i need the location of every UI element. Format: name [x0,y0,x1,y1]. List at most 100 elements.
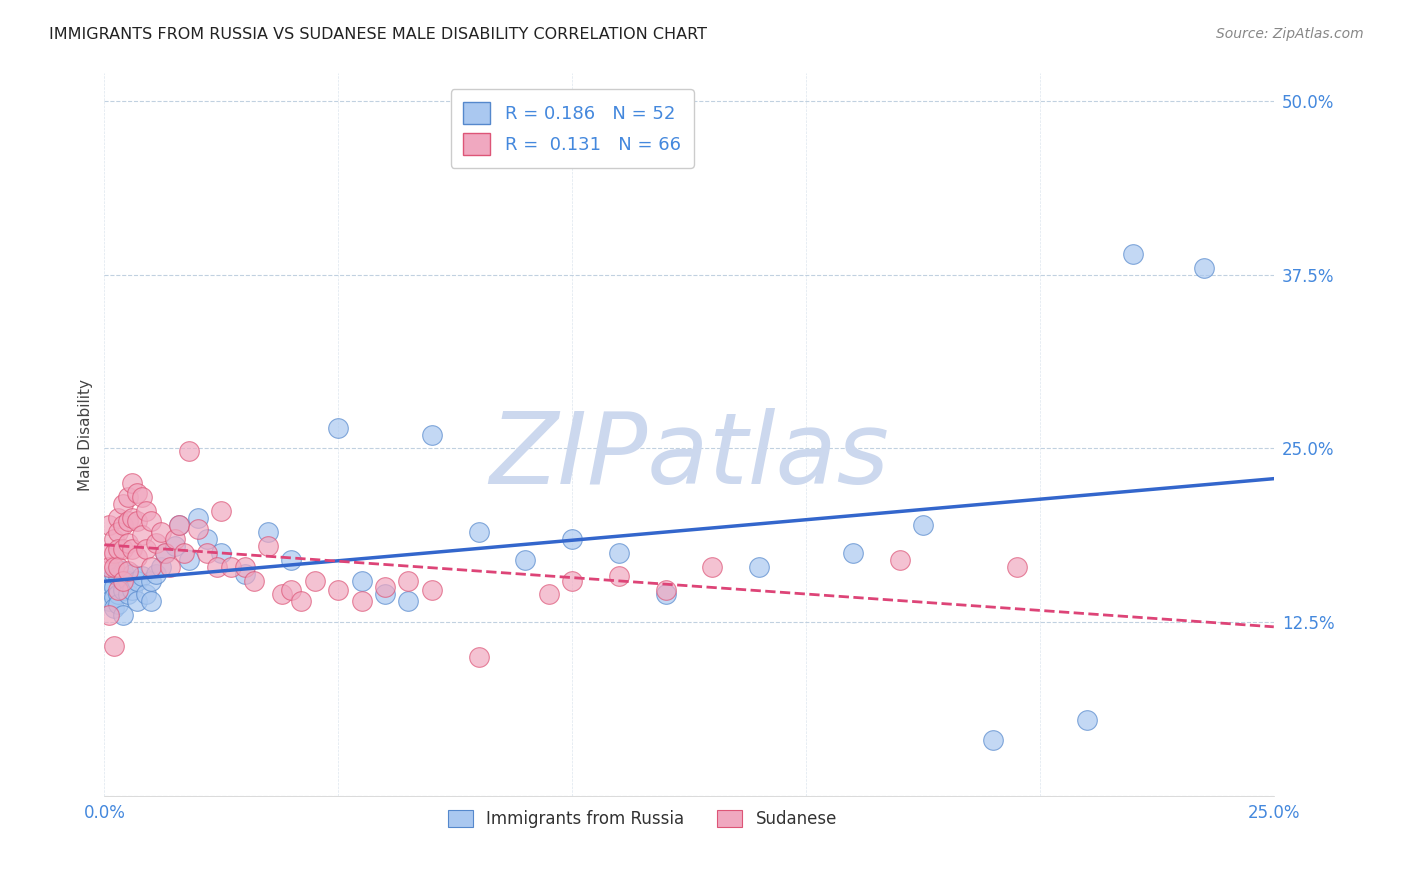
Point [107,541,129,556]
Point [121,476,143,491]
Point [127,514,149,528]
Point [981,733,1004,747]
Point [167,517,190,532]
Point [607,546,630,560]
Point [328,583,350,598]
Point [209,546,232,560]
Point [127,574,149,588]
Point [117,564,139,578]
Point [177,552,200,566]
Point [209,504,232,518]
Point [219,559,242,574]
Legend: Immigrants from Russia, Sudanese: Immigrants from Russia, Sudanese [441,804,844,835]
Point [911,517,934,532]
Point [117,587,139,601]
Point [467,524,489,539]
Point [135,587,157,601]
Point [290,594,312,608]
Point [420,427,443,442]
Point [145,566,167,581]
Point [131,527,153,541]
Point [159,559,181,574]
Point [396,574,419,588]
Point [654,587,676,601]
Point [195,546,218,560]
Point [163,539,186,553]
Point [107,511,129,525]
Point [280,552,302,566]
Point [103,546,125,560]
Point [141,574,163,588]
Point [145,536,167,550]
Point [396,594,419,608]
Point [149,559,172,574]
Point [121,511,143,525]
Point [112,517,135,532]
Point [304,574,326,588]
Y-axis label: Male Disability: Male Disability [79,378,93,491]
Point [515,552,537,566]
Point [98,594,121,608]
Point [1192,260,1215,275]
Point [233,559,256,574]
Point [141,559,163,574]
Point [149,524,172,539]
Point [135,504,157,518]
Point [561,532,583,546]
Point [328,420,350,434]
Point [112,497,135,511]
Point [271,587,294,601]
Point [98,517,121,532]
Point [107,524,129,539]
Point [177,444,200,458]
Point [141,514,163,528]
Point [112,564,135,578]
Point [103,532,125,546]
Point [654,583,676,598]
Point [112,541,135,556]
Point [187,522,209,536]
Point [350,594,373,608]
Point [257,539,280,553]
Point [537,587,560,601]
Point [107,583,129,598]
Point [420,583,443,598]
Point [131,490,153,504]
Point [243,574,266,588]
Point [117,490,139,504]
Point [195,532,218,546]
Point [121,583,143,598]
Point [103,601,125,615]
Text: Source: ZipAtlas.com: Source: ZipAtlas.com [1216,27,1364,41]
Point [350,574,373,588]
Point [467,650,489,665]
Point [112,583,135,598]
Point [127,549,149,564]
Point [98,583,121,598]
Point [98,546,121,560]
Point [127,486,149,500]
Point [205,559,228,574]
Point [112,608,135,623]
Point [107,559,129,574]
Point [153,546,176,560]
Point [98,608,121,623]
Point [121,566,143,581]
Point [107,569,129,583]
Point [1005,559,1028,574]
Point [103,581,125,595]
Point [1122,246,1144,260]
Point [103,566,125,581]
Point [153,546,176,560]
Text: IMMIGRANTS FROM RUSSIA VS SUDANESE MALE DISABILITY CORRELATION CHART: IMMIGRANTS FROM RUSSIA VS SUDANESE MALE … [49,27,707,42]
Point [748,559,770,574]
Point [187,511,209,525]
Point [117,514,139,528]
Point [233,566,256,581]
Point [98,559,121,574]
Point [107,587,129,601]
Point [121,541,143,556]
Point [889,552,911,566]
Text: ZIPatlas: ZIPatlas [489,408,889,505]
Point [127,594,149,608]
